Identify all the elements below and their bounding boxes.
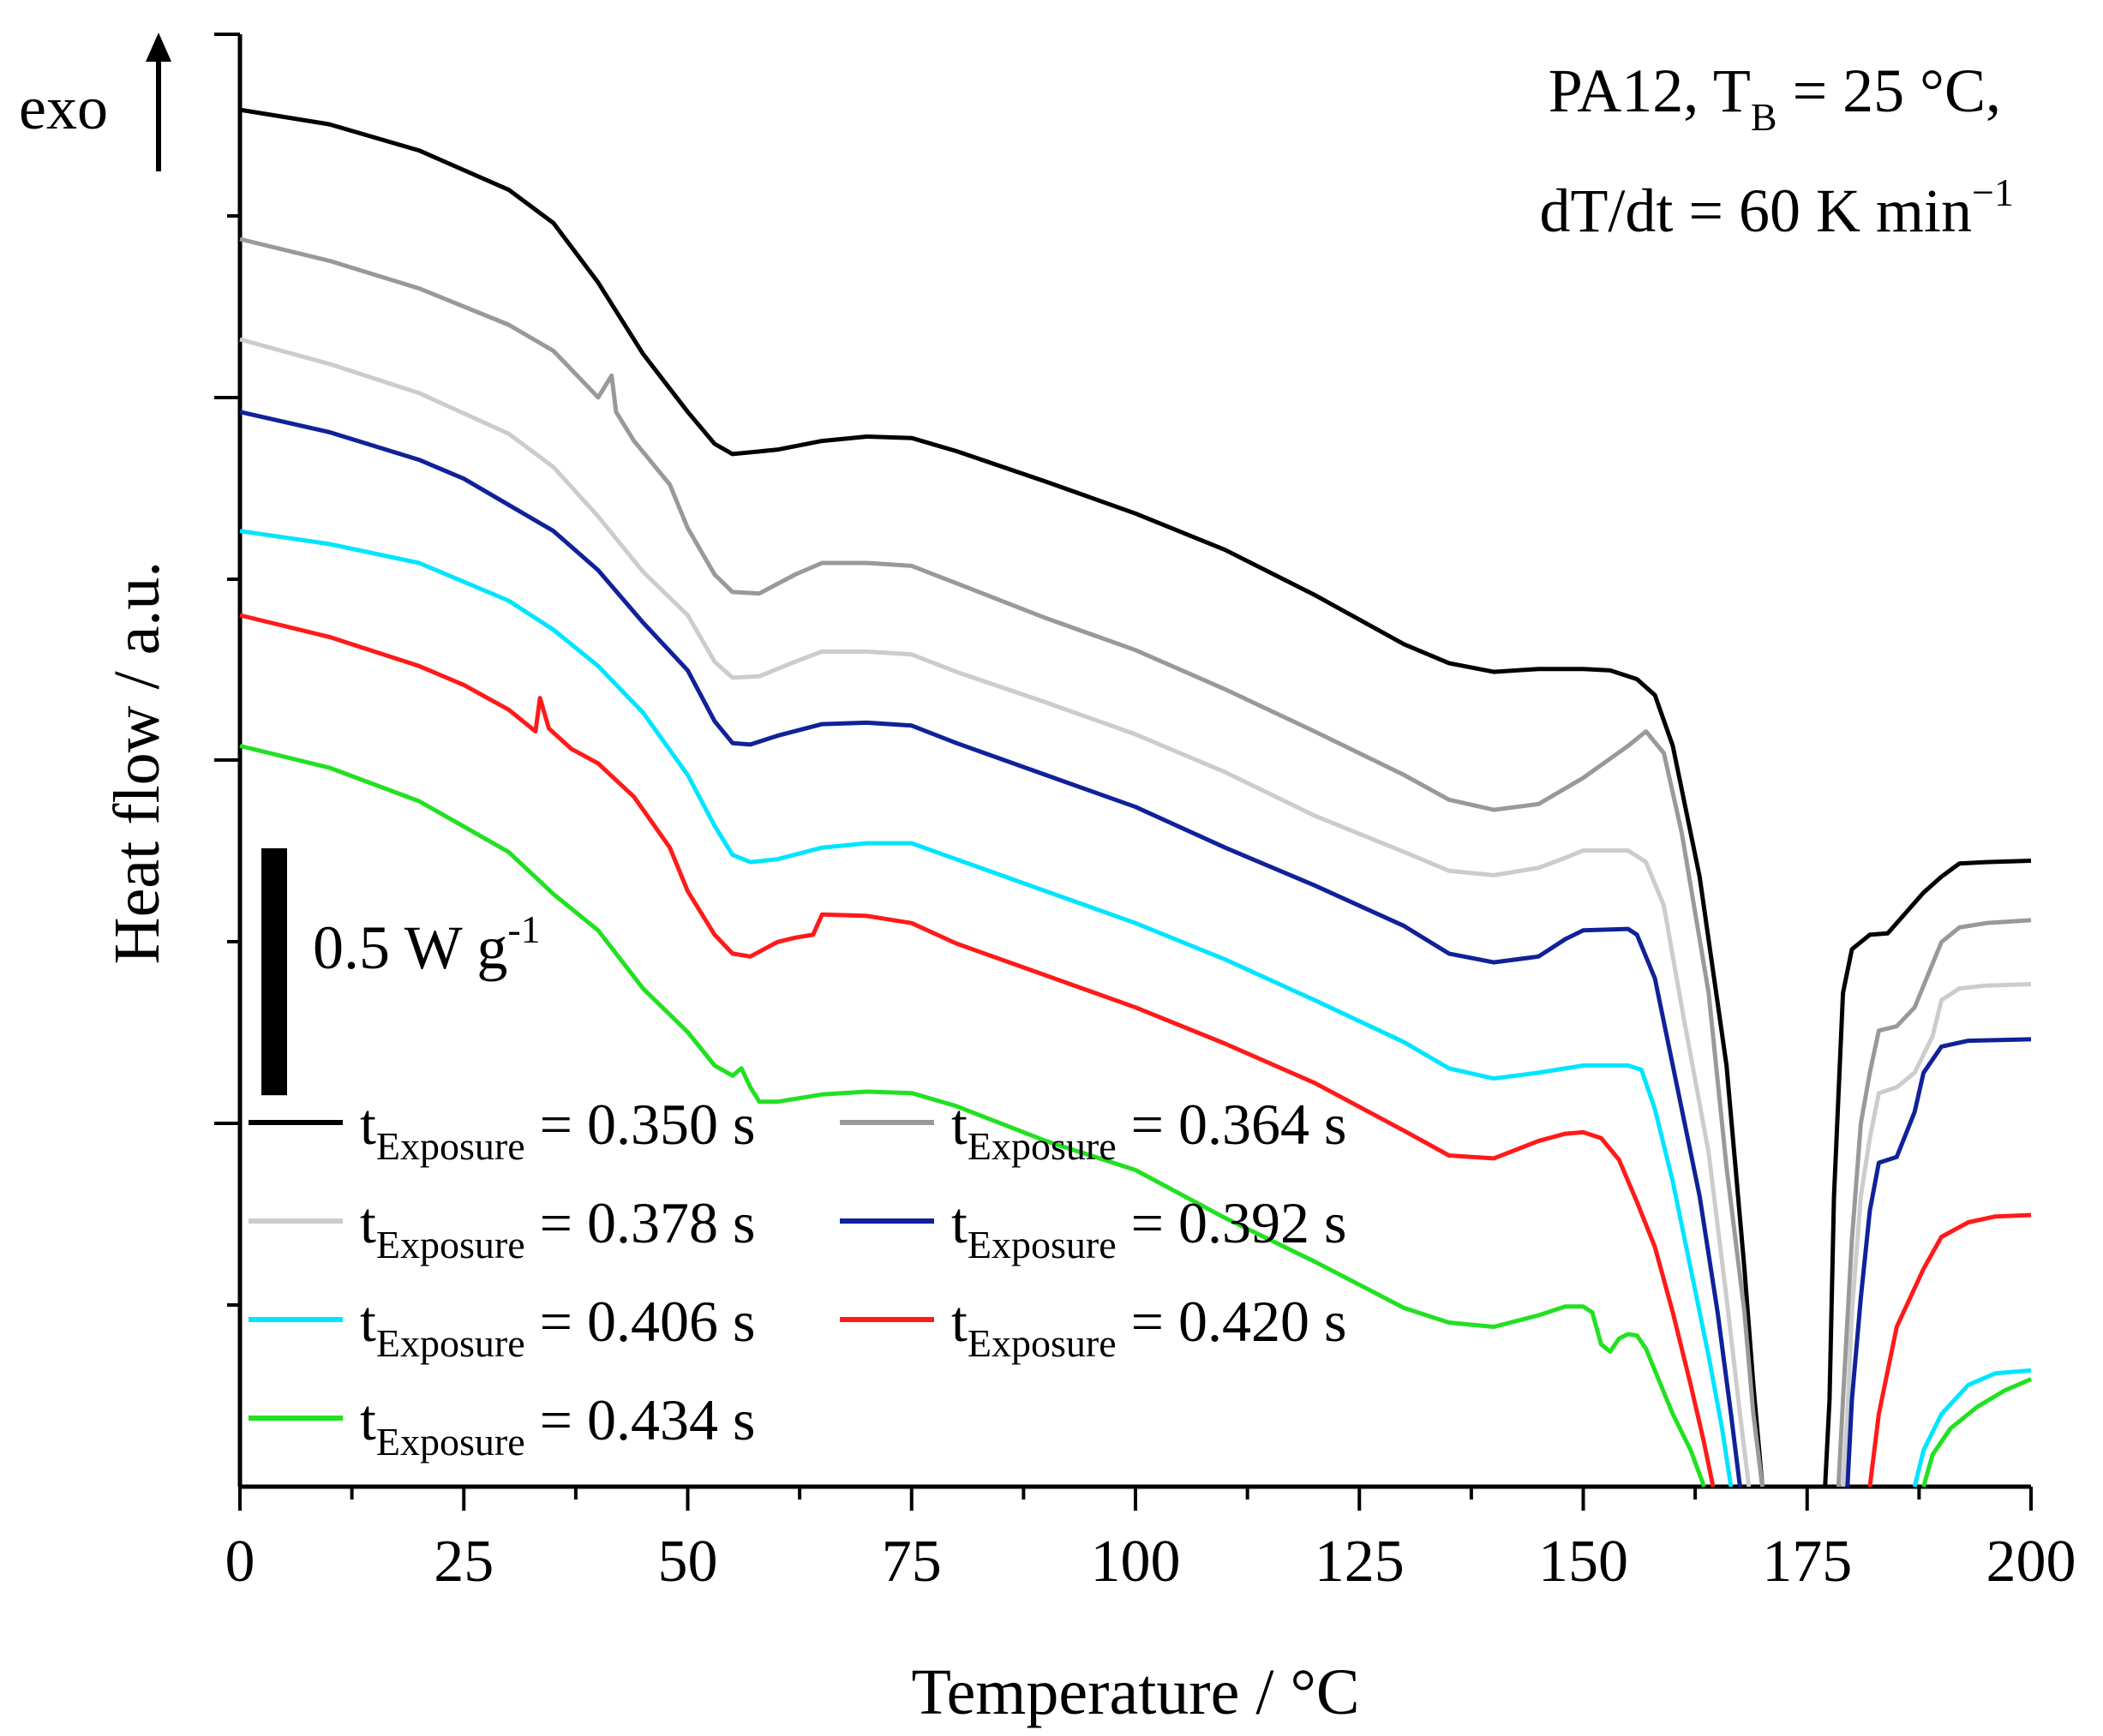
condition-line-2: dT/dt = 60 K min−1 [1539,171,2014,245]
axes [214,33,2031,1489]
legend-item: tExposure = 0.350 s [249,1092,755,1168]
legend-label: tExposure = 0.364 s [951,1092,1346,1168]
series-line [239,410,1742,1488]
x-tick-label: 0 [225,1529,255,1595]
x-tick-label: 25 [434,1529,494,1595]
legend-label: tExposure = 0.350 s [360,1092,755,1168]
x-tick-label: 125 [1315,1529,1405,1595]
condition-line-1: PA12, TB = 25 °C, [1549,57,2001,139]
x-ticks: 0 25 50 75 100 125 150 175 200 [225,1487,2076,1595]
series-group [239,107,2032,1488]
x-tick-label: 200 [1986,1529,2076,1595]
series-line-recovery [1841,982,2032,1488]
x-axis-title: Temperature / °C [911,1656,1359,1728]
legend-label: tExposure = 0.392 s [951,1190,1346,1266]
series-line [239,744,1706,1488]
legend-item: tExposure = 0.378 s [249,1190,755,1266]
legend-item: tExposure = 0.420 s [840,1289,1346,1365]
scale-bar-label: 0.5 W g-1 [313,907,541,982]
legend-item: tExposure = 0.392 s [840,1190,1346,1266]
series-line [239,107,1764,1488]
legend-label: tExposure = 0.434 s [360,1387,755,1464]
x-tick-label: 75 [882,1529,942,1595]
legend-item: tExposure = 0.406 s [249,1289,755,1365]
x-tick-label: 175 [1762,1529,1852,1595]
x-tick-label: 150 [1538,1529,1628,1595]
series-line-recovery [1867,1212,2032,1488]
exo-label: exo [19,74,108,142]
legend-item: tExposure = 0.364 s [840,1092,1346,1168]
series-line [239,529,1734,1488]
legend-item: tExposure = 0.434 s [249,1387,755,1464]
x-tick-label: 100 [1091,1529,1181,1595]
series-line-recovery [1845,1037,2032,1488]
series-line [239,613,1716,1488]
series-line-recovery [1823,859,2032,1488]
legend-label: tExposure = 0.406 s [360,1289,755,1365]
exo-arrowhead-icon [146,33,171,62]
scale-bar [261,848,287,1096]
x-tick-label: 50 [658,1529,718,1595]
series-line-recovery [1921,1377,2032,1488]
series-line [239,337,1752,1488]
series-line-recovery [1912,1368,2032,1488]
exo-indicator: exo [19,33,171,171]
legend: tExposure = 0.350 s tExposure = 0.364 s tE… [249,1092,1346,1464]
series-line-recovery [1836,918,2032,1488]
legend-label: tExposure = 0.378 s [360,1190,755,1266]
legend-label: tExposure = 0.420 s [951,1289,1346,1365]
series-line [239,236,1764,1488]
y-axis-title: Heat flow / a.u. [101,561,173,965]
